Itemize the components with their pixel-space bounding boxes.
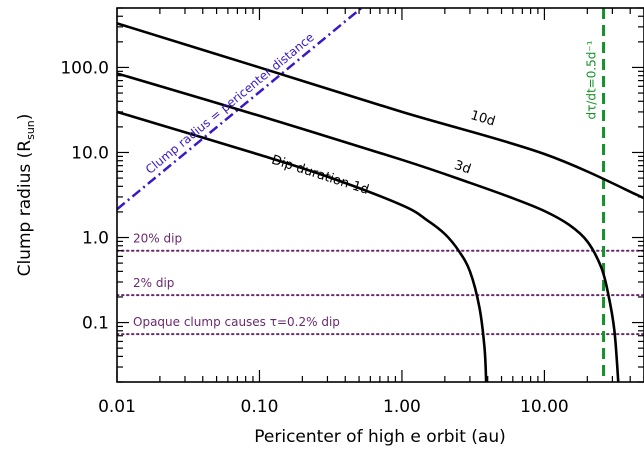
series-line-10d: [117, 22, 644, 200]
y-tick-label: 100.0: [60, 58, 109, 78]
x-tick-label: 0.10: [241, 397, 279, 417]
series-line-dip-duration-1d: [117, 110, 488, 382]
y-tick-label: 0.1: [82, 314, 109, 334]
y-tick-label: 1.0: [82, 229, 109, 249]
x-tick-label: 0.01: [98, 397, 136, 417]
y-axis-title: Clump radius (Rsun): [15, 114, 37, 277]
reference-line-clump-radius-pericenter-distance: [117, 8, 363, 211]
x-tick-label: 1.00: [383, 397, 421, 417]
reference-label-d-dt-0-5d: dτ/dt=0.5d⁻¹: [585, 40, 599, 119]
x-axis-title: Pericenter of high e orbit (au): [254, 427, 505, 447]
x-tick-label: 10.00: [520, 397, 569, 417]
threshold-label-20-dip: 20% dip: [133, 232, 182, 246]
threshold-label-2-dip: 2% dip: [133, 276, 174, 290]
series-line-3d: [117, 72, 620, 382]
y-tick-label: 10.0: [71, 143, 109, 163]
series-label-dip-duration-1d: Dip duration 1d: [270, 153, 371, 198]
series-label-3d: 3d: [452, 158, 472, 178]
plot-frame: [116, 7, 644, 383]
reference-label-clump-radius-pericenter-distance: Clump radius = pericenter distance: [143, 30, 317, 177]
threshold-label-opaque-clump-causes-0-2-dip: Opaque clump causes τ=0.2% dip: [133, 315, 340, 329]
series-label-10d: 10d: [469, 108, 497, 129]
